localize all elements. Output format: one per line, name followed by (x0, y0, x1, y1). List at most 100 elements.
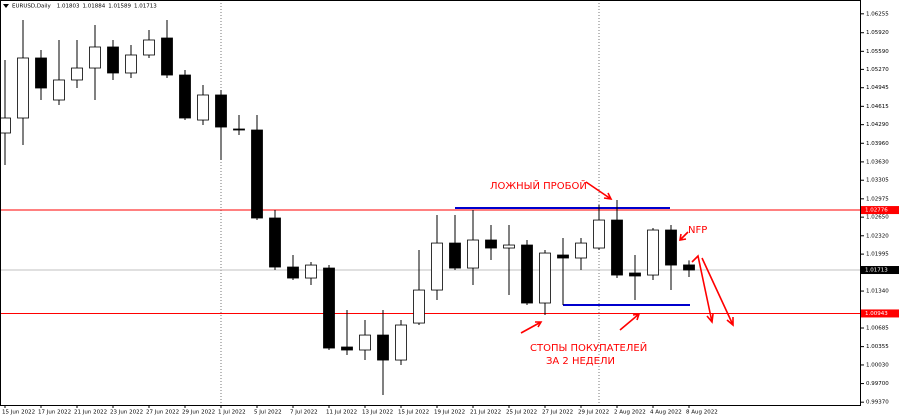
y-tick-label: 0.99370 (866, 400, 889, 406)
candle-body (539, 252, 551, 304)
candle-body (323, 267, 335, 349)
candle-body (593, 219, 605, 249)
x-tick-label: 8 Aug 2022 (686, 410, 718, 416)
candle-body (215, 94, 227, 128)
x-tick-label: 15 Jun 2022 (2, 410, 35, 416)
price-label-box (861, 309, 899, 318)
y-tick-label: 1.04290 (866, 122, 889, 128)
y-tick-label: 1.03305 (866, 178, 889, 184)
candle-body (611, 219, 623, 276)
price-label: 1.00943 (865, 311, 888, 317)
y-tick-label: 1.03630 (866, 159, 889, 165)
y-tick-label: 1.05920 (866, 30, 889, 36)
annotation: ЗА 2 НЕДЕЛИ (546, 356, 615, 367)
candle-body (107, 46, 119, 74)
x-tick-label: 1 Jul 2022 (218, 410, 246, 416)
candle-body (35, 57, 47, 89)
x-tick-label: 21 Jun 2022 (74, 410, 107, 416)
annotation: NFP (688, 225, 707, 236)
candle-body (251, 129, 263, 219)
plot-border (0, 0, 861, 406)
y-tick-label: 1.02650 (866, 215, 889, 221)
x-tick-label: 19 Jul 2022 (434, 410, 465, 416)
candle-body (683, 264, 695, 271)
price-label-box (861, 266, 899, 275)
x-tick-label: 7 Jul 2022 (290, 410, 318, 416)
x-tick-label: 15 Jul 2022 (398, 410, 429, 416)
candle-body (125, 54, 137, 74)
x-tick-label: 17 Jun 2022 (38, 410, 71, 416)
x-tick-label: 27 Jul 2022 (542, 410, 573, 416)
candle-body (665, 229, 677, 266)
arrow (520, 321, 543, 334)
price-label: 1.02776 (865, 208, 888, 214)
x-tick-label: 4 Aug 2022 (650, 410, 682, 416)
y-tick-label: 1.01995 (866, 252, 889, 258)
arrow (679, 231, 689, 241)
candle-body (521, 244, 533, 304)
y-tick-label: 1.00030 (866, 362, 889, 368)
candle-body (71, 67, 83, 81)
annotation: СТОПЫ ПОКУПАТЕЛЕЙ (530, 341, 647, 354)
arrow (585, 181, 613, 201)
candle-body (647, 229, 659, 276)
arrow (619, 312, 641, 331)
candle-body (467, 239, 479, 269)
candle-body (197, 94, 209, 121)
y-tick-label: 1.05270 (866, 67, 889, 73)
candle-body (233, 128, 245, 131)
y-tick-label: 0.99700 (866, 381, 889, 387)
x-tick-label: 21 Jul 2022 (470, 410, 501, 416)
candle-body (377, 334, 389, 361)
candle-body (359, 334, 371, 351)
candle-body (17, 57, 29, 119)
x-tick-label: 2 Aug 2022 (614, 410, 646, 416)
current-price-label: 1.01713 (865, 268, 888, 274)
candle-body (179, 74, 191, 119)
y-tick-label: 1.06255 (866, 11, 889, 17)
y-tick-label: 1.04615 (866, 104, 889, 110)
y-tick-label: 1.02975 (866, 196, 889, 202)
x-tick-label: 27 Jun 2022 (146, 410, 179, 416)
candle-body (629, 272, 641, 277)
chart-title: EURUSD,Daily (12, 4, 51, 10)
candle-body (305, 264, 317, 279)
x-tick-label: 25 Jul 2022 (506, 410, 537, 416)
candle-body (431, 242, 443, 291)
candle-body (161, 37, 173, 76)
candle-body (503, 244, 515, 249)
y-tick-label: 1.00685 (866, 326, 889, 332)
price-label-box (861, 206, 899, 215)
candle-body (269, 217, 281, 268)
candle-body (575, 242, 587, 259)
x-tick-label: 29 Jun 2022 (182, 410, 215, 416)
candle-body (287, 266, 299, 279)
menu-icon (3, 4, 9, 8)
header-value: 1.01589 (108, 4, 131, 10)
y-tick-label: 1.01340 (866, 289, 889, 295)
x-tick-label: 23 Jun 2022 (110, 410, 143, 416)
y-tick-label: 1.00355 (866, 344, 889, 350)
candle-body (485, 239, 497, 249)
candle-body (143, 39, 155, 56)
y-tick-label: 1.04945 (866, 85, 889, 91)
x-tick-label: 11 Jul 2022 (326, 410, 357, 416)
arrow (691, 254, 714, 324)
candle-body (449, 242, 461, 269)
y-tick-label: 1.03960 (866, 141, 889, 147)
candle-body (341, 346, 353, 351)
x-tick-label: 5 Jul 2022 (254, 410, 282, 416)
x-tick-label: 29 Jul 2022 (578, 410, 609, 416)
candle-body (53, 79, 65, 101)
arrows (520, 181, 734, 334)
plot (0, 20, 860, 396)
y-tick-label: 1.02320 (866, 233, 889, 239)
candle-body (557, 254, 569, 259)
candle-body (413, 289, 425, 324)
y-tick-label: 1.05590 (866, 49, 889, 55)
candle-body (0, 117, 11, 134)
header-value: 1.01803 (57, 4, 80, 10)
header-value: 1.01884 (83, 4, 106, 10)
candle-body (89, 46, 101, 69)
